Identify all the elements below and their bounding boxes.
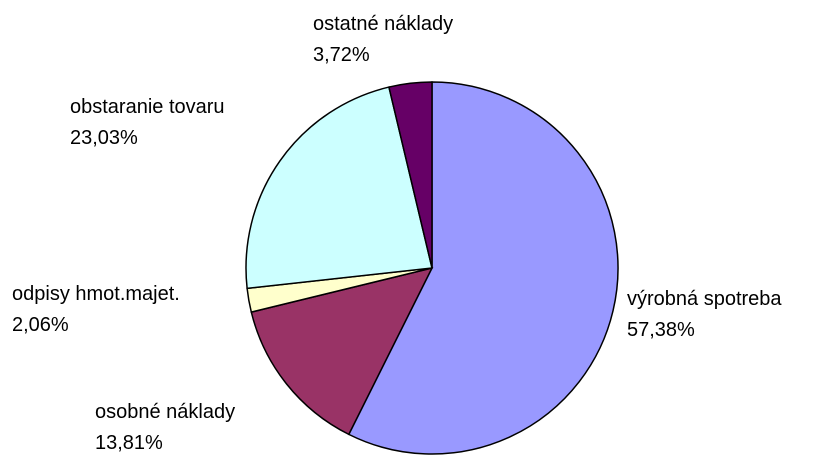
slice-value-label: 13,81% — [95, 432, 163, 454]
pie-slice — [388, 81, 433, 269]
slice-label: výrobná spotreba — [627, 288, 782, 310]
slice-value-label: 2,06% — [12, 314, 69, 336]
slice-value-label: 57,38% — [627, 319, 695, 341]
pie-slice — [245, 86, 433, 290]
pie-slice — [347, 81, 619, 455]
slice-label: obstaranie tovaru — [70, 96, 225, 118]
pie-slice — [250, 266, 434, 436]
slice-label: ostatné náklady — [313, 13, 453, 35]
slice-value-label: 23,03% — [70, 127, 138, 149]
slice-label: osobné náklady — [95, 401, 235, 423]
slice-value-label: 3,72% — [313, 44, 370, 66]
slice-label: odpisy hmot.majet. — [12, 283, 180, 305]
